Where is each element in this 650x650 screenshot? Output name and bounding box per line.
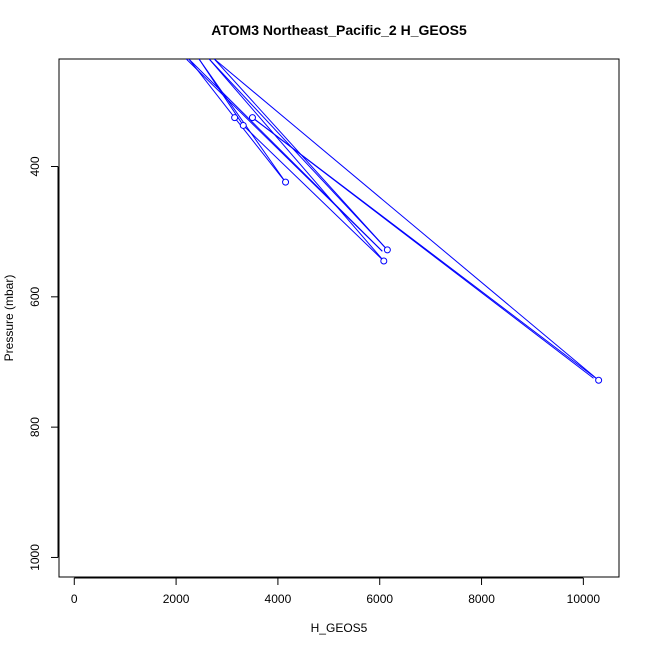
line-segment <box>242 125 385 262</box>
y-axis-label: Pressure (mbar) <box>2 275 16 362</box>
x-tick-label: 8000 <box>468 592 495 606</box>
line-segment <box>208 59 385 262</box>
data-point <box>595 376 603 384</box>
y-tick-label: 800 <box>28 417 42 437</box>
x-tick-label: 0 <box>71 592 78 606</box>
y-axis: 400 600 800 1000 <box>28 156 59 571</box>
line-segment <box>188 59 236 118</box>
data-point <box>383 246 391 254</box>
data-point <box>239 121 247 129</box>
line-segment <box>208 59 388 251</box>
x-tick-label: 2000 <box>163 592 190 606</box>
plot-area <box>58 58 620 578</box>
chart-title: ATOM3 Northeast_Pacific_2 H_GEOS5 <box>211 22 467 38</box>
y-tick-label: 600 <box>28 286 42 306</box>
x-axis: 0 2000 4000 6000 8000 10000 <box>71 577 601 606</box>
line-segment <box>213 59 599 381</box>
data-point <box>282 178 290 186</box>
data-point <box>231 114 239 122</box>
x-axis-label: H_GEOS5 <box>311 621 368 635</box>
line-segment <box>252 117 594 379</box>
x-tick-label: 10000 <box>567 592 601 606</box>
plot-frame <box>58 58 620 578</box>
data-point <box>248 114 256 122</box>
data-point <box>380 257 388 265</box>
x-tick-label: 6000 <box>366 592 393 606</box>
y-tick-label: 400 <box>28 156 42 176</box>
line-segment <box>198 59 286 183</box>
y-tick-label: 1000 <box>28 544 42 571</box>
series-line <box>185 59 599 381</box>
x-tick-label: 4000 <box>265 592 292 606</box>
